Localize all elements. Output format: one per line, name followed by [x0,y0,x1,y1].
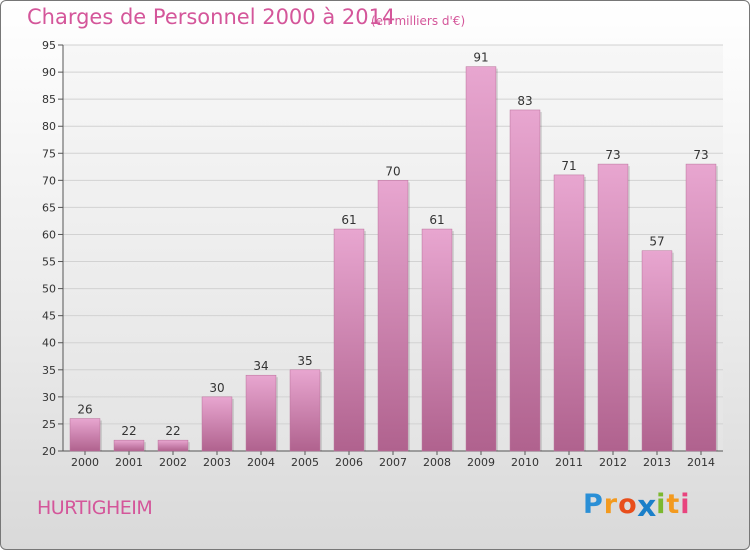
y-tick-label: 25 [42,418,56,431]
bar-2011 [553,174,585,452]
data-label-2011: 71 [561,159,576,173]
x-tick-label: 2000 [71,456,99,469]
logo-letter: i [656,489,667,520]
y-tick-label: 20 [42,445,56,458]
bar-2008 [421,228,453,452]
data-label-2013: 57 [649,235,664,249]
y-tick-label: 95 [42,39,56,52]
commune-name: HURTIGHEIM [37,497,153,519]
y-tick-label: 55 [42,256,56,269]
data-label-2001: 22 [121,424,136,438]
y-tick-label: 70 [42,174,56,187]
data-label-2014: 73 [693,148,708,162]
x-tick-label: 2014 [687,456,715,469]
logo-letter: t [666,489,681,520]
logo-letter: i [680,489,691,520]
y-tick-label: 35 [42,364,56,377]
x-tick-label: 2012 [599,456,627,469]
bar-2014 [685,163,717,452]
x-tick-label: 2002 [159,456,187,469]
x-tick-label: 2010 [511,456,539,469]
y-tick-label: 50 [42,283,56,296]
data-label-2000: 26 [77,403,92,417]
y-tick-labels: 20 25 30 35 40 45 50 55 60 65 70 75 80 85 90 95 [42,39,56,458]
logo-letter: o [618,489,638,520]
x-tick-label: 2013 [643,456,671,469]
logo-letter: P [583,489,604,520]
x-tick-label: 2007 [379,456,407,469]
x-tick-label: 2003 [203,456,231,469]
logo-letter: r [603,489,619,520]
bar-2001 [113,439,145,452]
data-label-2008: 61 [429,213,444,227]
data-label-2006: 61 [341,213,356,227]
bar-2009 [465,66,497,452]
data-label-2004: 34 [253,359,268,373]
bar-2006 [333,228,365,452]
data-label-2009: 91 [473,51,488,65]
bar-2005 [289,369,321,452]
bar-2007 [377,180,409,452]
y-tick-label: 60 [42,228,56,241]
x-tick-label: 2009 [467,456,495,469]
data-label-2007: 70 [385,164,400,178]
chart-subtitle: (en milliers d'€) [371,14,466,28]
data-label-2010: 83 [517,94,532,108]
data-label-2005: 35 [297,354,312,368]
data-label-2012: 73 [605,148,620,162]
y-tick-label: 30 [42,391,56,404]
bar-2012 [597,163,629,452]
bar-2000 [69,418,101,452]
x-tick-label: 2011 [555,456,583,469]
data-label-2002: 22 [165,424,180,438]
x-tick-label: 2004 [247,456,275,469]
y-tick-label: 40 [42,337,56,350]
proxiti-logo[interactable]: Proxiti [583,489,691,524]
y-tick-label: 80 [42,120,56,133]
chart-title: Charges de Personnel 2000 à 2014 [27,5,396,29]
bar-2013 [641,250,673,452]
x-tick-label: 2005 [291,456,319,469]
x-tick-label: 2006 [335,456,363,469]
x-tick-label: 2008 [423,456,451,469]
data-label-2003: 30 [209,381,224,395]
bar-2002 [157,439,189,452]
bar-2010 [509,109,541,452]
y-tick-label: 65 [42,201,56,214]
y-tick-label: 45 [42,310,56,323]
bars [69,66,718,452]
bar-2004 [245,374,277,452]
x-tick-labels: 2000 2001 2002 2003 2004 2005 2006 2007 2008 2009… [71,456,715,469]
bar-2003 [201,396,233,452]
data-labels: 26 22 22 30 34 35 61 70 61 91 83 71 73 57 73 [77,51,708,439]
y-tick-label: 90 [42,66,56,79]
x-tick-label: 2001 [115,456,143,469]
logo-letter: x [636,489,658,524]
y-tick-label: 85 [42,93,56,106]
y-tick-label: 75 [42,147,56,160]
